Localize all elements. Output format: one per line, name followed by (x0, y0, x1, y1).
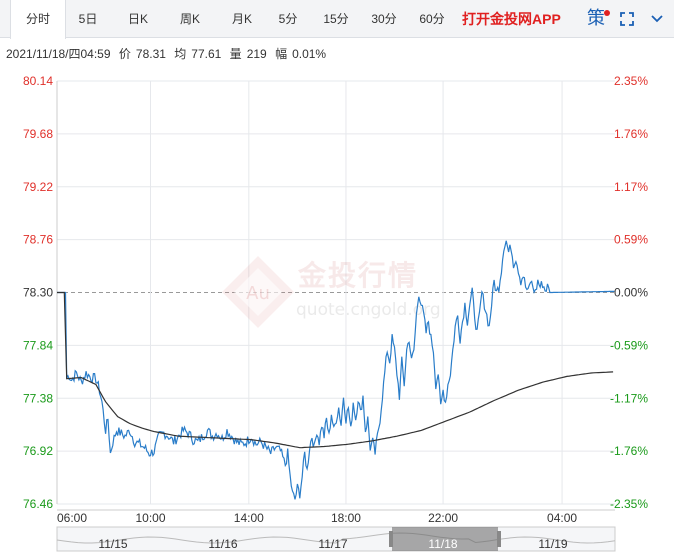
price-line (57, 241, 614, 500)
chart-series (57, 241, 614, 500)
x-tick: 10:00 (135, 511, 165, 525)
x-tick: 22:00 (428, 511, 458, 525)
navigator-date: 11/15 (98, 537, 127, 551)
y-right-tick: -2.35% (610, 497, 648, 511)
y-right-tick: 0.59% (614, 233, 648, 247)
x-tick: 06:00 (57, 511, 87, 525)
y-right-tick: -1.17% (610, 391, 648, 405)
navigator-handle-left[interactable] (389, 531, 393, 547)
x-tick: 18:00 (331, 511, 361, 525)
y-left-tick: 80.14 (23, 74, 53, 88)
y-left-tick: 76.46 (23, 497, 53, 511)
chart-axes: 80.14 2.35% 79.68 1.76% 79.22 1.17% 78.76 0.59%… (23, 74, 648, 525)
navigator-date: 11/19 (538, 537, 567, 551)
navigator-handle-right[interactable] (497, 531, 501, 547)
x-tick: 04:00 (547, 511, 577, 525)
y-left-tick: 78.76 (23, 233, 53, 247)
y-right-tick: 0.00% (614, 286, 648, 300)
navigator-date: 11/17 (318, 537, 347, 551)
y-left-tick: 79.22 (23, 180, 53, 194)
y-left-tick: 77.38 (23, 391, 53, 405)
y-left-tick: 78.30 (23, 286, 53, 300)
y-left-tick: 79.68 (23, 127, 53, 141)
navigator-date: 11/18 (428, 537, 457, 551)
y-right-tick: -0.59% (610, 338, 648, 352)
y-left-tick: 76.92 (23, 444, 53, 458)
y-right-tick: 1.17% (614, 180, 648, 194)
y-right-tick: 1.76% (614, 127, 648, 141)
y-left-tick: 77.84 (23, 338, 53, 352)
time-navigator[interactable]: 11/15 11/16 11/17 11/18 11/19 (57, 527, 615, 551)
x-tick: 14:00 (234, 511, 264, 525)
y-right-tick: 2.35% (614, 74, 648, 88)
navigator-date: 11/16 (208, 537, 237, 551)
y-right-tick: -1.76% (610, 444, 648, 458)
